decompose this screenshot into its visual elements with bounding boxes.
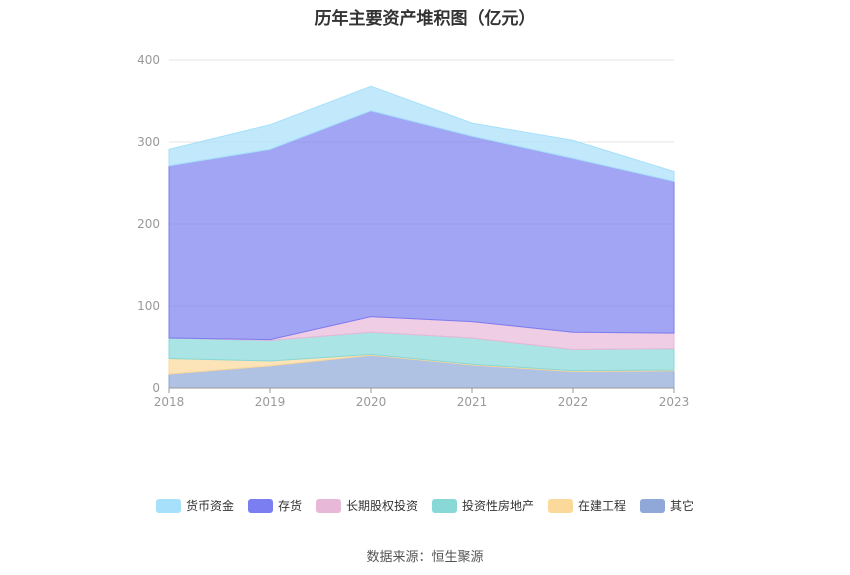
legend-item[interactable]: 长期股权投资 xyxy=(315,497,418,514)
y-tick-label: 200 xyxy=(137,217,160,231)
x-tick-label: 2018 xyxy=(154,395,185,409)
x-tick-label: 2023 xyxy=(659,395,690,409)
legend-label: 在建工程 xyxy=(578,499,627,513)
legend-label: 投资性房地产 xyxy=(462,499,535,513)
data-source: 数据来源：恒生聚源 xyxy=(366,550,484,565)
legend-item[interactable]: 投资性房地产 xyxy=(432,497,534,514)
x-tick-label: 2019 xyxy=(255,395,286,409)
y-tick-label: 0 xyxy=(152,381,160,395)
legend-swatch xyxy=(247,498,273,513)
x-tick-label: 2021 xyxy=(457,395,488,409)
x-tick-label: 2020 xyxy=(356,395,387,409)
legend-swatch xyxy=(432,498,457,513)
y-tick-label: 300 xyxy=(137,135,160,149)
y-tick-label: 100 xyxy=(137,299,160,313)
legend-item[interactable]: 货币资金 xyxy=(155,497,234,514)
legend-label: 存货 xyxy=(277,499,302,513)
legend-swatch xyxy=(315,498,341,513)
legend-label: 其它 xyxy=(670,499,695,513)
legend-swatch xyxy=(640,498,666,513)
x-tick-label: 2022 xyxy=(558,395,589,409)
y-tick-label: 400 xyxy=(137,53,160,67)
legend: 货币资金 存货 长期股权投资 投资性房地产 在建工程 其它 xyxy=(0,497,850,514)
legend-swatch xyxy=(155,498,181,513)
area-layer xyxy=(168,85,675,389)
legend-item[interactable]: 其它 xyxy=(640,497,694,514)
legend-label: 长期股权投资 xyxy=(345,499,418,513)
area-series[interactable] xyxy=(168,85,675,182)
axes: 0 100 200 300 400 2018 2019 2020 2021 2022 2023 xyxy=(137,53,689,409)
chart-title: 历年主要资产堆积图（亿元） xyxy=(314,9,536,29)
legend-item[interactable]: 存货 xyxy=(247,497,302,514)
legend-label: 货币资金 xyxy=(185,499,234,513)
legend-item[interactable]: 在建工程 xyxy=(548,497,626,514)
legend-swatch xyxy=(548,498,574,513)
